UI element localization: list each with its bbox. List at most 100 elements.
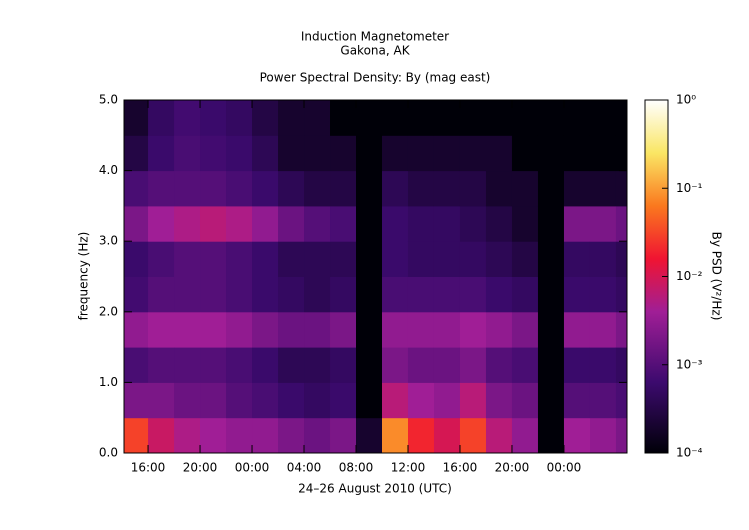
heatmap-cell xyxy=(485,311,513,348)
plot-title: Power Spectral Density: By (mag east) xyxy=(260,71,491,85)
heatmap-cell xyxy=(537,311,565,348)
heatmap-cell xyxy=(304,347,331,383)
heatmap-cell xyxy=(330,205,357,242)
heatmap-cell xyxy=(200,170,227,207)
heatmap-cell xyxy=(252,241,279,277)
heatmap-cell xyxy=(407,276,435,313)
heatmap-cell xyxy=(200,417,227,453)
heatmap-cell xyxy=(615,347,627,383)
heatmap-cell xyxy=(356,241,383,277)
heatmap-cell xyxy=(226,311,253,348)
heatmap-cell xyxy=(356,276,383,313)
heatmap-cell xyxy=(226,100,253,136)
heatmap-cell xyxy=(226,205,253,242)
heatmap-cell xyxy=(589,170,617,207)
heatmap-cell xyxy=(511,135,539,172)
x-axis-label: 24–26 August 2010 (UTC) xyxy=(298,482,452,496)
heatmap-cell xyxy=(511,347,539,383)
heatmap-cell xyxy=(407,100,435,136)
heatmap-cell xyxy=(459,205,487,242)
heatmap-cell xyxy=(174,276,201,313)
heatmap-cell xyxy=(563,347,591,383)
heatmap-cell xyxy=(407,135,435,172)
plot-frame xyxy=(123,99,628,454)
heatmap-cell xyxy=(148,311,175,348)
x-tick-label: 08:00 xyxy=(339,461,374,475)
heatmap-cell xyxy=(148,417,175,453)
heatmap-cell xyxy=(589,276,617,313)
heatmap-cell xyxy=(304,241,331,277)
heatmap-cell xyxy=(563,241,591,277)
heatmap-cell xyxy=(174,311,201,348)
heatmap-cell xyxy=(615,417,627,453)
heatmap xyxy=(124,100,627,453)
x-tick-label: 04:00 xyxy=(287,461,322,475)
heatmap-cell xyxy=(381,276,409,313)
y-tick-label: 3.0 xyxy=(99,234,118,248)
heatmap-cell xyxy=(148,382,175,419)
heatmap-cell xyxy=(407,170,435,207)
colorbar-tick-label: 10⁻¹ xyxy=(676,181,703,195)
heatmap-cell xyxy=(200,135,227,172)
heatmap-cell xyxy=(511,170,539,207)
heatmap-cell xyxy=(511,311,539,348)
heatmap-cell xyxy=(485,347,513,383)
heatmap-cell xyxy=(615,100,627,136)
heatmap-cell xyxy=(563,382,591,419)
x-tick-label: 16:00 xyxy=(131,461,166,475)
heatmap-cell xyxy=(511,100,539,136)
heatmap-cell xyxy=(148,170,175,207)
y-axis-label: frequency (Hz) xyxy=(77,232,91,321)
heatmap-cell xyxy=(433,205,461,242)
heatmap-cell xyxy=(304,205,331,242)
heatmap-cell xyxy=(459,311,487,348)
heatmap-cell xyxy=(615,170,627,207)
heatmap-cell xyxy=(381,311,409,348)
heatmap-cell xyxy=(278,100,305,136)
heatmap-cell xyxy=(407,417,435,453)
heatmap-cell xyxy=(537,241,565,277)
heatmap-cell xyxy=(174,382,201,419)
heatmap-cell xyxy=(485,170,513,207)
heatmap-cell xyxy=(615,241,627,277)
heatmap-cell xyxy=(433,135,461,172)
heatmap-cell xyxy=(459,241,487,277)
heatmap-cell xyxy=(459,100,487,136)
heatmap-cell xyxy=(174,170,201,207)
heatmap-cell xyxy=(485,205,513,242)
x-tick-label: 20:00 xyxy=(495,461,530,475)
heatmap-cell xyxy=(226,382,253,419)
heatmap-cell xyxy=(278,347,305,383)
heatmap-cell xyxy=(226,241,253,277)
heatmap-cell xyxy=(356,135,383,172)
heatmap-cell xyxy=(304,276,331,313)
x-tick-label: 20:00 xyxy=(183,461,218,475)
heatmap-cell xyxy=(589,417,617,453)
heatmap-cell xyxy=(330,417,357,453)
heatmap-cell xyxy=(433,417,461,453)
heatmap-cell xyxy=(124,205,149,242)
chart-subtitle: Gakona, AK xyxy=(340,44,410,58)
heatmap-cell xyxy=(589,205,617,242)
heatmap-cell xyxy=(589,241,617,277)
heatmap-cell xyxy=(278,205,305,242)
heatmap-cell xyxy=(148,205,175,242)
heatmap-cell xyxy=(148,135,175,172)
heatmap-cell xyxy=(381,241,409,277)
heatmap-cell xyxy=(124,311,149,348)
heatmap-cell xyxy=(124,382,149,419)
heatmap-cell xyxy=(124,276,149,313)
heatmap-cell xyxy=(278,241,305,277)
heatmap-cell xyxy=(330,311,357,348)
heatmap-cell xyxy=(304,135,331,172)
heatmap-cell xyxy=(200,382,227,419)
heatmap-cell xyxy=(589,100,617,136)
heatmap-cell xyxy=(563,276,591,313)
heatmap-cell xyxy=(381,417,409,453)
heatmap-cell xyxy=(252,135,279,172)
heatmap-cell xyxy=(563,205,591,242)
heatmap-cell xyxy=(174,417,201,453)
heatmap-cell xyxy=(304,100,331,136)
heatmap-cell xyxy=(563,170,591,207)
heatmap-cell xyxy=(485,276,513,313)
